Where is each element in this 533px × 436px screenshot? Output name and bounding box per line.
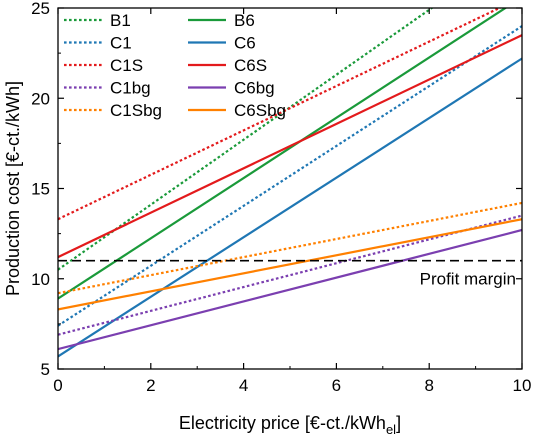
series-line-c1 bbox=[58, 25, 522, 327]
legend-label-c6: C6 bbox=[234, 34, 256, 53]
x-tick-label: 2 bbox=[146, 376, 155, 395]
legend-label-c6s: C6S bbox=[234, 56, 267, 75]
series-line-c1s bbox=[58, 8, 502, 221]
series-line-c6sbg bbox=[58, 218, 522, 311]
series-line-b6 bbox=[58, 8, 508, 300]
series-line-c6s bbox=[58, 34, 522, 259]
y-axis-label: Production cost [€-ct./kWh] bbox=[3, 81, 23, 296]
x-tick-label: 6 bbox=[332, 376, 341, 395]
y-tick-label: 25 bbox=[31, 0, 50, 18]
x-axis-label-end: ] bbox=[396, 413, 401, 433]
x-axis-label-main: Electricity price [€-ct./kWh bbox=[179, 413, 386, 433]
legend-label-b1: B1 bbox=[110, 11, 131, 30]
legend-label-b6: B6 bbox=[234, 11, 255, 30]
y-tick-label: 10 bbox=[31, 270, 50, 289]
plot-lines bbox=[58, 8, 522, 358]
x-tick-label: 10 bbox=[513, 376, 532, 395]
y-tick-label: 20 bbox=[31, 89, 50, 108]
legend-label-c6sbg: C6Sbg bbox=[234, 101, 286, 120]
legend-label-c1sbg: C1Sbg bbox=[110, 101, 162, 120]
axis-ticks: 0 2 4 6 8 10 5 10 15 20 25 bbox=[31, 0, 531, 395]
series-line-c1sbg bbox=[58, 201, 522, 295]
legend-label-c1: C1 bbox=[110, 34, 132, 53]
x-axis-label-subscript: el bbox=[386, 422, 396, 436]
x-tick-label: 0 bbox=[53, 376, 62, 395]
y-tick-label: 15 bbox=[31, 180, 50, 199]
series-line-c6bg bbox=[58, 228, 522, 351]
legend: B1 B6 C1 C6 C1S C6S C1bg C6bg C1Sbg C6Sbg bbox=[64, 11, 286, 120]
series-line-c6 bbox=[58, 57, 522, 358]
legend-label-c1s: C1S bbox=[110, 56, 143, 75]
x-tick-label: 8 bbox=[424, 376, 433, 395]
profit-margin-label: Profit margin bbox=[420, 270, 516, 289]
legend-label-c6bg: C6bg bbox=[234, 79, 275, 98]
legend-label-c1bg: C1bg bbox=[110, 79, 151, 98]
y-tick-label: 5 bbox=[41, 360, 50, 379]
x-tick-label: 4 bbox=[239, 376, 248, 395]
x-axis-label: Electricity price [€-ct./kWhel] bbox=[179, 413, 401, 436]
